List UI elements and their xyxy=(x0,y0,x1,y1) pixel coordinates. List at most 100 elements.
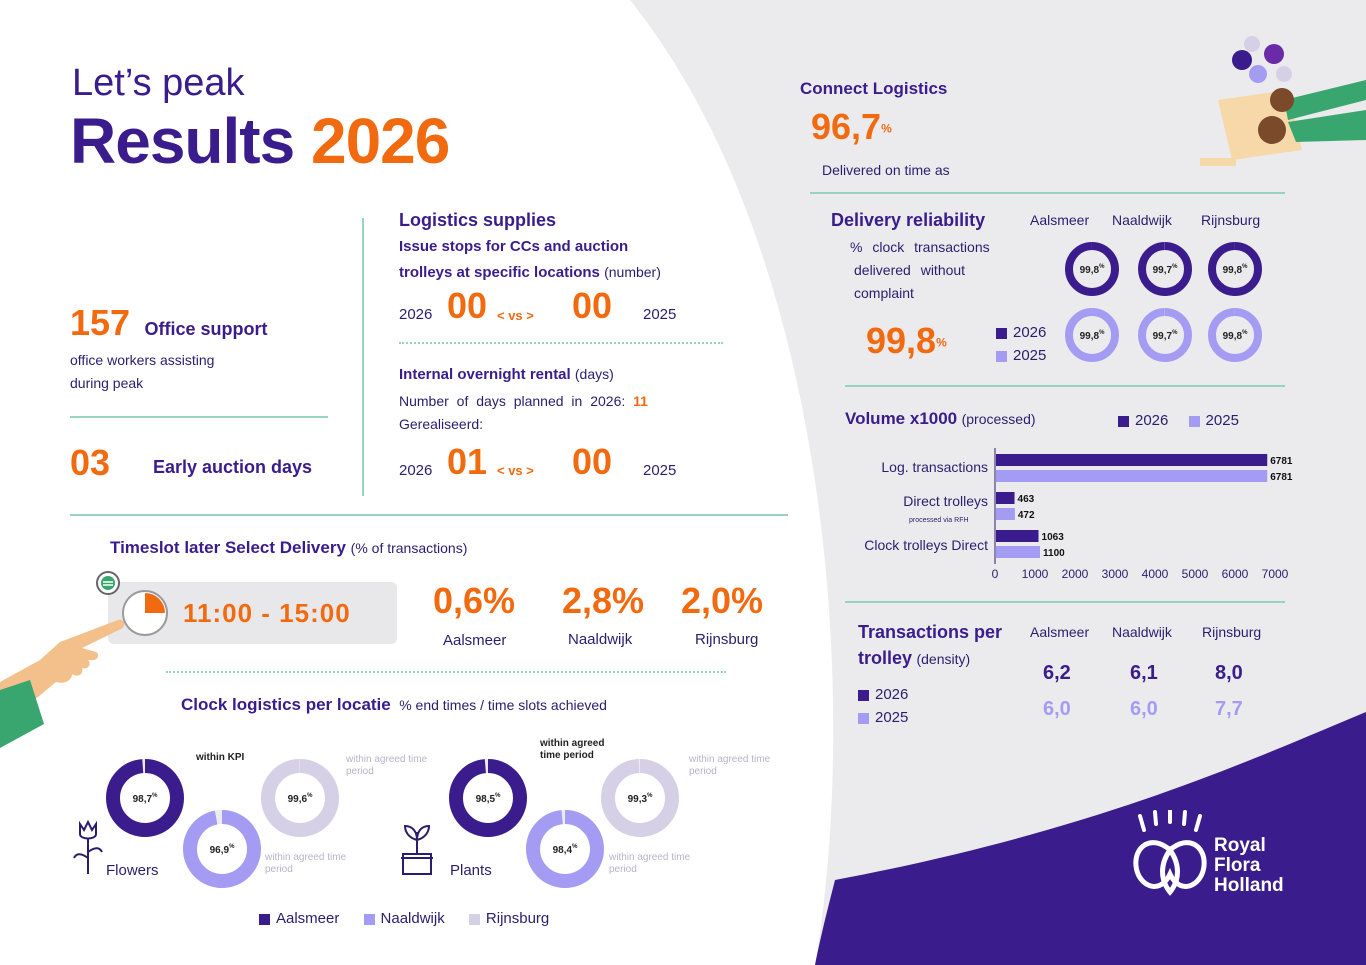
plant-icon xyxy=(401,824,433,875)
clock-legend: Aalsmeer Naaldwijk Rijnsburg xyxy=(259,910,549,927)
volume-x-tick: 0 xyxy=(992,567,999,581)
supplies-year-a: 2026 xyxy=(399,306,433,323)
note-flowers-aalsmeer: within KPI xyxy=(196,752,245,763)
volume-category-label: Log. transactions xyxy=(881,459,988,475)
timeslot-title-wrap: Timeslot later Select Delivery (% of tra… xyxy=(110,538,467,558)
supplies-value-a: 00 xyxy=(447,285,488,326)
early-days-block: 03 xyxy=(70,442,110,484)
density-2026-aalsmeer: 6,2 xyxy=(1043,662,1071,684)
reliability-desc1: % clock transactions xyxy=(850,239,990,255)
reliability-pct: % xyxy=(936,335,947,350)
brand-line3: Holland xyxy=(1214,875,1284,896)
office-desc-line2: during peak xyxy=(70,375,144,391)
volume-bar-value: 472 xyxy=(1018,510,1035,521)
supplies-year-b: 2025 xyxy=(643,306,677,323)
volume-bar-value: 463 xyxy=(1018,494,1035,505)
rental-line1: Number of days planned in 2026: xyxy=(399,393,626,409)
timeslot-title: Timeslot later Select Delivery xyxy=(110,538,346,557)
early-label: Early auction days xyxy=(153,457,313,477)
volume-bar xyxy=(996,546,1040,558)
leaf-badge-icon xyxy=(96,571,120,595)
title-word: Results xyxy=(70,105,295,177)
volume-swatch-2025 xyxy=(1188,415,1200,427)
legend-swatch-2025 xyxy=(996,350,1007,362)
rental-title: Internal overnight rental xyxy=(399,366,571,383)
note-plants-aalsmeer: within agreed time period xyxy=(540,738,605,761)
header-subtitle: Let’s peak xyxy=(72,62,245,104)
rental-year-a: 2026 xyxy=(399,462,433,479)
title-year: 2026 xyxy=(310,105,450,177)
brand-text: Royal Flora Holland xyxy=(1214,836,1284,896)
timeslot-value-aalsmeer: 0,6% xyxy=(433,580,516,621)
supplies-line2: trolleys at specific locations xyxy=(399,264,600,281)
clock-icon xyxy=(122,590,168,636)
vertical-divider xyxy=(362,218,364,496)
volume-bar-value: 6781 xyxy=(1270,472,1293,483)
density-2025-rijnsburg: 7,7 xyxy=(1215,698,1243,720)
density-2025-aalsmeer: 6,0 xyxy=(1043,698,1071,720)
volume-bar xyxy=(996,530,1039,542)
volume-sublabel: processed via RFH xyxy=(909,517,969,524)
density-2025-naaldwijk: 6,0 xyxy=(1130,698,1158,720)
office-desc-line1: office workers assisting xyxy=(70,352,215,368)
supplies-vs: < vs > xyxy=(497,308,534,323)
volume-x-tick: 5000 xyxy=(1182,567,1209,581)
volume-category-label: Direct trolleys xyxy=(903,493,988,509)
connect-pct: % xyxy=(881,121,892,136)
rental-unit: (days) xyxy=(574,366,614,382)
volume-bar-value: 1100 xyxy=(1043,548,1065,559)
density-title1: Transactions per xyxy=(858,622,1003,642)
volume-title: Volume x1000 xyxy=(845,409,958,428)
note-flowers-naaldwijk: within agreed time period xyxy=(265,852,347,875)
connect-title: Connect Logistics xyxy=(800,79,948,98)
reliability-loc-rijnsburg: Rijnsburg xyxy=(1201,212,1261,228)
volume-bar xyxy=(996,470,1268,482)
volume-x-tick: 2000 xyxy=(1062,567,1089,581)
office-description: office workers assisting during peak xyxy=(70,349,214,395)
flowerpot-illustration xyxy=(1200,36,1366,166)
volume-bar-value: 1063 xyxy=(1042,532,1065,543)
clock-unit: % end times / time slots achieved xyxy=(399,697,607,713)
reliability-legend: 2026 2025 xyxy=(996,321,1046,367)
office-value: 157 xyxy=(70,302,131,343)
supplies-title: Logistics supplies xyxy=(399,210,557,230)
clock-title-wrap: Clock logistics per locatie % end times … xyxy=(181,695,607,715)
reliability-desc3: complaint xyxy=(854,285,914,301)
density-legend-2025: 2025 xyxy=(875,709,909,726)
volume-x-tick: 4000 xyxy=(1142,567,1169,581)
connect-value: 96,7 xyxy=(811,106,882,147)
reliability-loc-aalsmeer: Aalsmeer xyxy=(1030,212,1090,228)
volume-bar xyxy=(996,492,1015,504)
rental-line1-wrap: Number of days planned in 2026: 11 xyxy=(399,393,648,409)
density-legend: 2026 2025 xyxy=(858,683,908,729)
note-plants-naaldwijk: within agreed time period xyxy=(609,852,691,875)
reliability-legend-2025: 2025 xyxy=(1013,347,1047,364)
brand-line2: Flora xyxy=(1214,855,1261,876)
density-title2: trolley xyxy=(858,648,913,668)
early-value: 03 xyxy=(70,442,111,483)
note-plants-rijnsburg: within agreed time period xyxy=(689,754,771,777)
time-range: 11:00 - 15:00 xyxy=(183,598,351,628)
flowers-label: Flowers xyxy=(106,862,159,879)
office-support-block: 157 Office support xyxy=(70,302,268,344)
density-legend-2026: 2026 xyxy=(875,686,909,703)
office-label: Office support xyxy=(144,319,268,339)
reliability-loc-naaldwijk: Naaldwijk xyxy=(1112,212,1172,228)
supplies-line1: Issue stops for CCs and auction xyxy=(399,238,629,255)
royal-flora-holland-logo xyxy=(1133,810,1207,896)
divider-right-1 xyxy=(810,192,1285,194)
density-loc-rijnsburg: Rijnsburg xyxy=(1202,624,1262,640)
volume-unit: (processed) xyxy=(961,411,1036,427)
density-loc-aalsmeer: Aalsmeer xyxy=(1030,624,1090,640)
connect-value-wrap: 96,7% xyxy=(811,106,892,148)
reliability-legend-2026: 2026 xyxy=(1013,324,1047,341)
volume-legend-2026: 2026 xyxy=(1135,412,1169,429)
density-swatch-2025 xyxy=(858,712,869,724)
connect-desc: Delivered on time as xyxy=(822,162,950,178)
density-unit: (density) xyxy=(916,651,971,667)
density-2026-rijnsburg: 8,0 xyxy=(1215,662,1243,684)
density-2026-naaldwijk: 6,1 xyxy=(1130,662,1158,684)
timeslot-location-rijnsburg: Rijnsburg xyxy=(695,631,759,648)
density-swatch-2026 xyxy=(858,689,869,701)
reliability-desc: % clock transactions delivered without c… xyxy=(850,236,990,305)
